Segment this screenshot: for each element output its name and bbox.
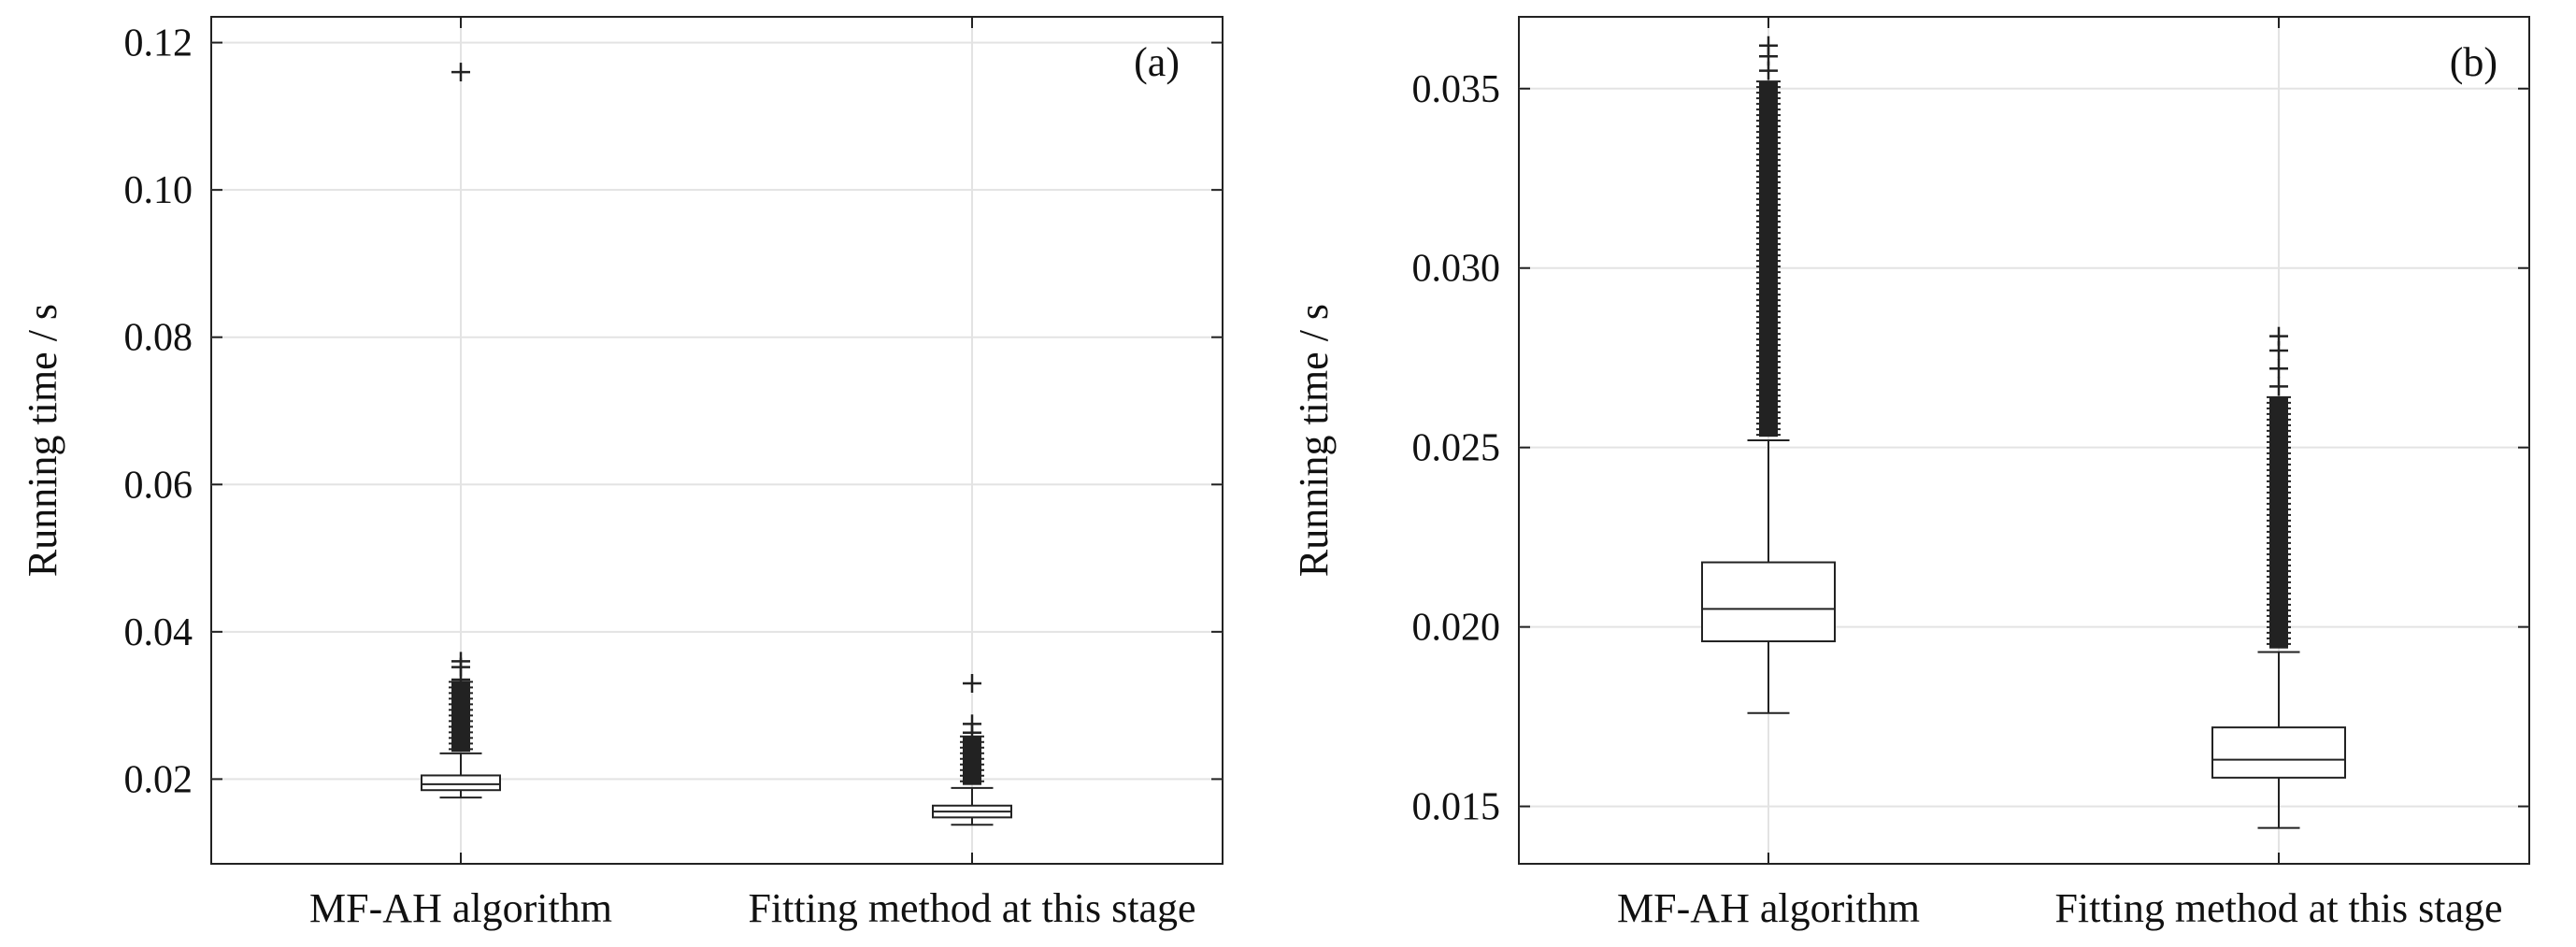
y-tick-label: 0.06	[124, 464, 193, 507]
outlier-band	[963, 736, 981, 785]
outlier-band	[2269, 396, 2288, 649]
grid-lines	[1519, 17, 2529, 864]
box-plot	[1701, 36, 1836, 714]
y-tick-label: 0.04	[124, 611, 193, 654]
box-plot	[421, 63, 501, 799]
panel-b: 0.015 0.020 0.025 0.030 0.035 MF-AH algorith…	[1291, 16, 2530, 931]
y-tick-label: 0.08	[124, 317, 193, 360]
y-tick-label: 0.020	[1412, 607, 1501, 650]
box-plots	[421, 63, 1012, 826]
y-tick-label: 0.025	[1412, 427, 1501, 470]
panel-label: (b)	[2450, 39, 2497, 85]
plot-frame	[1518, 16, 2530, 865]
y-tick-label: 0.015	[1412, 786, 1501, 829]
y-tick-label: 0.035	[1412, 68, 1501, 111]
box-iqr	[421, 774, 501, 792]
box-iqr	[1701, 561, 1836, 642]
box-plots	[1701, 36, 2346, 829]
x-category-label: MF-AH algorithm	[309, 885, 612, 931]
y-tick-label: 0.02	[124, 758, 193, 801]
y-tick-label: 0.030	[1412, 248, 1501, 291]
y-axis: 0.02 0.04 0.06 0.08 0.10 0.12	[124, 22, 1223, 801]
grid-lines	[211, 17, 1223, 864]
x-axis: MF-AH algorithm Fitting method at this st…	[309, 17, 1196, 931]
x-axis: MF-AH algorithm Fitting method at this st…	[1617, 17, 2503, 931]
box-iqr	[2211, 726, 2346, 779]
box-plot	[932, 673, 1012, 826]
plot-frame	[210, 16, 1224, 865]
panel-label: (a)	[1134, 39, 1180, 85]
box-plot	[2211, 326, 2346, 829]
y-axis-label: Running time / s	[20, 304, 65, 577]
x-category-label: Fitting method at this stage	[2054, 885, 2502, 931]
y-tick-label: 0.10	[124, 169, 193, 212]
x-category-label: MF-AH algorithm	[1617, 885, 1920, 931]
y-axis-label: Running time / s	[1291, 304, 1337, 577]
x-category-label: Fitting method at this stage	[748, 885, 1195, 931]
panel-a: 0.02 0.04 0.06 0.08 0.10 0.12 MF-AH algorithm…	[20, 16, 1224, 931]
y-axis: 0.015 0.020 0.025 0.030 0.035	[1412, 68, 2529, 829]
y-tick-label: 0.12	[124, 22, 193, 65]
